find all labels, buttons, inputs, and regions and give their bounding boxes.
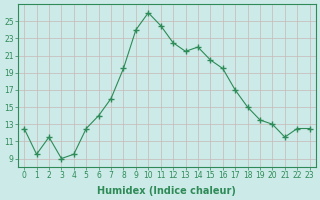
X-axis label: Humidex (Indice chaleur): Humidex (Indice chaleur) <box>98 186 236 196</box>
